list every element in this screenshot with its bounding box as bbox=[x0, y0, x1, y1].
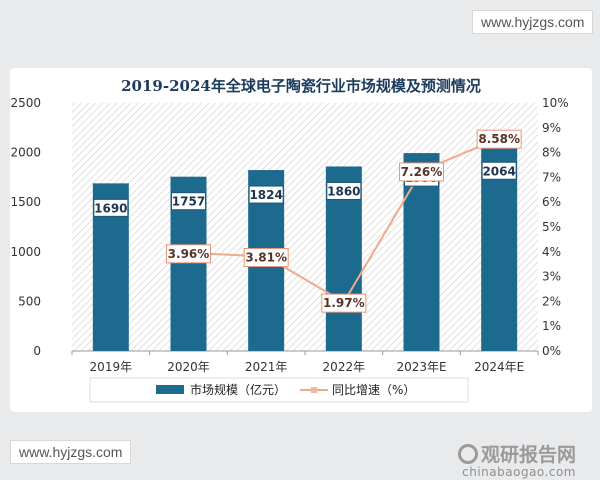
growth-label-box bbox=[243, 248, 289, 268]
bar bbox=[481, 146, 518, 351]
y-right-tick-label: 5% bbox=[542, 220, 561, 234]
y-left-tick-label: 2000 bbox=[10, 146, 41, 160]
y-right-tick-label: 6% bbox=[542, 195, 561, 209]
chart-card: 2019-2024年全球电子陶瓷行业市场规模及预测情况 0 500 1000 1500 2… bbox=[10, 68, 592, 478]
brand-en: chinabaogao.com bbox=[462, 464, 576, 479]
y-left-tick-label: 1500 bbox=[10, 195, 41, 209]
legend-box bbox=[89, 377, 469, 403]
watermark-top: www.hyjzgs.com bbox=[472, 10, 594, 34]
y-left-tick-label: 1000 bbox=[10, 245, 41, 259]
growth-label-box bbox=[166, 244, 211, 264]
legend-line-label: 同比增速（%） bbox=[332, 383, 415, 397]
y-right-tick-label: 1% bbox=[542, 319, 561, 333]
y-right-tick-label: 8% bbox=[542, 146, 561, 160]
bar-label-box bbox=[248, 185, 284, 204]
y-right-tick-label: 10% bbox=[542, 96, 569, 110]
x-tick-label: 2023年E bbox=[396, 360, 446, 374]
y-left-tick-label: 500 bbox=[18, 294, 41, 308]
bar-label-box bbox=[171, 192, 206, 211]
y-right-tick-label: 0% bbox=[542, 344, 561, 358]
growth-label-box bbox=[399, 162, 444, 182]
plot-area bbox=[72, 103, 538, 351]
y-right-tick-label: 9% bbox=[542, 121, 561, 135]
y-left-tick-label: 2500 bbox=[10, 96, 41, 110]
chart-svg: 2019-2024年全球电子陶瓷行业市场规模及预测情况 0 500 1000 1500 2… bbox=[10, 77, 569, 403]
x-tick-label: 2020年 bbox=[167, 360, 210, 374]
legend-line-marker bbox=[311, 387, 317, 393]
y-right-tick-label: 2% bbox=[542, 294, 561, 308]
growth-value-label: 8.58% bbox=[478, 132, 520, 146]
x-tick-label: 2021年 bbox=[245, 360, 288, 374]
growth-value-label: 3.96% bbox=[168, 247, 210, 261]
growth-value-label: 3.81% bbox=[245, 251, 287, 265]
growth-label-box bbox=[476, 129, 522, 149]
x-tick-label: 2024年E bbox=[474, 360, 524, 374]
watermark-bottom: www.hyjzgs.com bbox=[10, 440, 132, 464]
bar-value-label: 1757 bbox=[172, 195, 205, 209]
chart-title: 2019-2024年全球电子陶瓷行业市场规模及预测情况 bbox=[121, 77, 481, 95]
y-right-tick-label: 3% bbox=[542, 270, 561, 284]
bar-value-label: 1690 bbox=[94, 201, 127, 215]
bar-label-box bbox=[93, 198, 129, 217]
legend-bar-label: 市场规模（亿元） bbox=[190, 382, 286, 397]
brand-logo-icon bbox=[457, 444, 478, 464]
bar-value-label: 1860 bbox=[327, 184, 360, 198]
x-tick-label: 2022年 bbox=[323, 360, 366, 374]
bar-value-label: 1824 bbox=[249, 188, 282, 202]
y-left-tick-label: 0 bbox=[33, 344, 41, 358]
bar-label-box bbox=[326, 181, 362, 200]
bar-value-label: 2064 bbox=[482, 164, 515, 178]
brand-cn: 观研报告网 bbox=[480, 444, 576, 466]
y-right-tick-label: 7% bbox=[542, 170, 561, 184]
legend-bar-swatch bbox=[156, 385, 184, 394]
x-tick-label: 2019年 bbox=[90, 360, 133, 374]
y-right-tick-label: 4% bbox=[542, 245, 561, 259]
growth-value-label: 7.26% bbox=[401, 165, 443, 179]
bar-label-box bbox=[481, 161, 517, 180]
brand-logo: 观研报告网 chinabaogao.com bbox=[457, 444, 576, 479]
growth-label-box bbox=[321, 293, 367, 313]
growth-value-label: 1.97% bbox=[323, 296, 365, 310]
